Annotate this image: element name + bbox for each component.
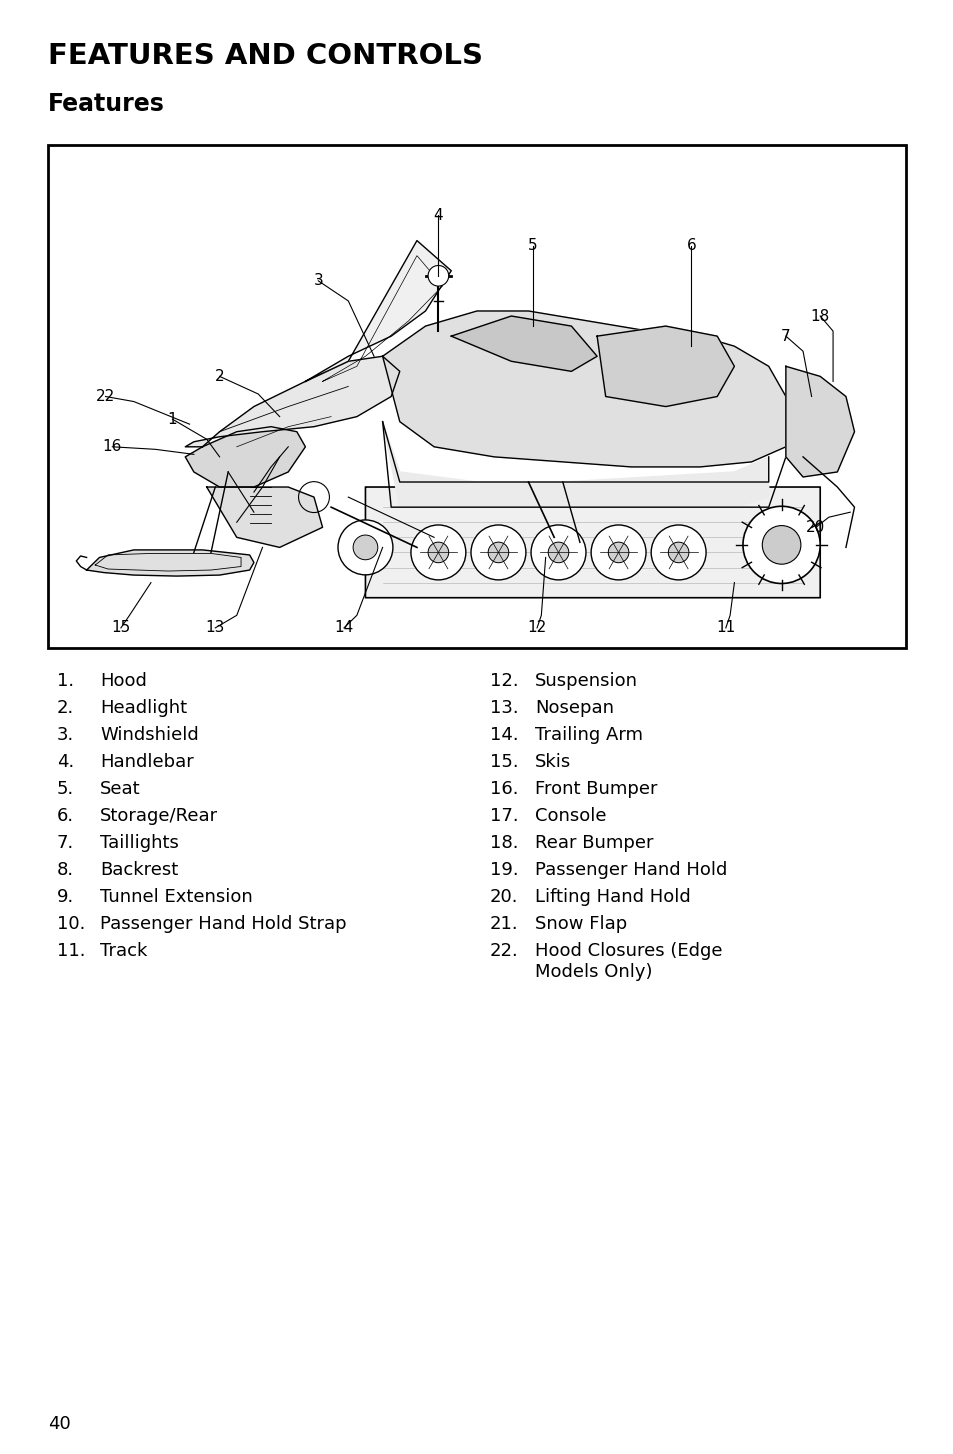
Text: 3.: 3.	[57, 726, 74, 744]
Text: 7: 7	[781, 329, 790, 343]
Text: 22: 22	[95, 390, 115, 404]
Text: 16.: 16.	[490, 779, 518, 798]
Circle shape	[761, 525, 801, 564]
Text: 3: 3	[314, 273, 323, 288]
Text: 5.: 5.	[57, 779, 74, 798]
Text: Skis: Skis	[535, 753, 571, 771]
Text: 20.: 20.	[490, 888, 518, 906]
Text: 8.: 8.	[57, 861, 74, 880]
Text: Taillights: Taillights	[100, 835, 179, 852]
Text: Lifting Hand Hold: Lifting Hand Hold	[535, 888, 690, 906]
Circle shape	[742, 506, 820, 583]
Polygon shape	[185, 356, 399, 446]
Text: 13: 13	[206, 621, 225, 635]
Circle shape	[411, 525, 465, 580]
Text: 20: 20	[805, 519, 824, 535]
Polygon shape	[305, 240, 451, 381]
Text: Suspension: Suspension	[535, 672, 638, 691]
Text: Features: Features	[48, 92, 165, 116]
Text: 21.: 21.	[490, 915, 518, 933]
Polygon shape	[87, 550, 253, 576]
Text: 9.: 9.	[57, 888, 74, 906]
Text: FEATURES AND CONTROLS: FEATURES AND CONTROLS	[48, 42, 482, 70]
Text: Front Bumper: Front Bumper	[535, 779, 657, 798]
Text: 11: 11	[716, 621, 735, 635]
Text: 1.: 1.	[57, 672, 74, 691]
Text: Trailing Arm: Trailing Arm	[535, 726, 642, 744]
Circle shape	[428, 266, 448, 286]
Polygon shape	[207, 487, 322, 547]
Circle shape	[608, 542, 628, 563]
Polygon shape	[785, 366, 854, 477]
Text: 16: 16	[103, 439, 122, 454]
Text: 18: 18	[810, 308, 829, 324]
Text: 13.: 13.	[490, 699, 518, 717]
Text: 10.: 10.	[57, 915, 85, 933]
Text: Backrest: Backrest	[100, 861, 178, 880]
Circle shape	[337, 521, 393, 574]
Bar	[48, 145, 905, 648]
Text: 22.: 22.	[490, 942, 518, 960]
Circle shape	[353, 535, 377, 560]
Text: Seat: Seat	[100, 779, 140, 798]
Text: Tunnel Extension: Tunnel Extension	[100, 888, 253, 906]
Text: Hood Closures (Edge
Models Only): Hood Closures (Edge Models Only)	[535, 942, 721, 981]
Text: Storage/Rear: Storage/Rear	[100, 807, 218, 824]
Text: 2: 2	[214, 369, 224, 384]
Circle shape	[651, 525, 705, 580]
Circle shape	[488, 542, 508, 563]
Text: 7.: 7.	[57, 835, 74, 852]
Text: Nosepan: Nosepan	[535, 699, 614, 717]
Polygon shape	[185, 426, 305, 487]
Text: 11.: 11.	[57, 942, 86, 960]
Text: 15: 15	[112, 621, 131, 635]
Text: 12: 12	[527, 621, 546, 635]
Text: 14.: 14.	[490, 726, 518, 744]
Circle shape	[531, 525, 585, 580]
Text: Windshield: Windshield	[100, 726, 198, 744]
Polygon shape	[597, 326, 734, 407]
Text: 40: 40	[48, 1415, 71, 1434]
Text: Passenger Hand Hold: Passenger Hand Hold	[535, 861, 726, 880]
Text: 12.: 12.	[490, 672, 518, 691]
Polygon shape	[382, 311, 785, 467]
Text: 19.: 19.	[490, 861, 518, 880]
Text: Rear Bumper: Rear Bumper	[535, 835, 653, 852]
Text: 18.: 18.	[490, 835, 518, 852]
Text: Hood: Hood	[100, 672, 147, 691]
Text: Track: Track	[100, 942, 147, 960]
Text: 6: 6	[686, 238, 696, 253]
Polygon shape	[451, 316, 597, 371]
Text: 1: 1	[168, 411, 177, 426]
Text: Snow Flap: Snow Flap	[535, 915, 626, 933]
Text: Passenger Hand Hold Strap: Passenger Hand Hold Strap	[100, 915, 346, 933]
Polygon shape	[382, 422, 768, 507]
Circle shape	[591, 525, 645, 580]
Text: 5: 5	[527, 238, 537, 253]
Text: 15.: 15.	[490, 753, 518, 771]
Circle shape	[428, 542, 448, 563]
Text: 4: 4	[433, 208, 443, 222]
Circle shape	[668, 542, 688, 563]
Text: 2.: 2.	[57, 699, 74, 717]
Text: 4.: 4.	[57, 753, 74, 771]
Text: 17.: 17.	[490, 807, 518, 824]
Circle shape	[548, 542, 568, 563]
Text: Handlebar: Handlebar	[100, 753, 193, 771]
Circle shape	[471, 525, 525, 580]
Text: 6.: 6.	[57, 807, 74, 824]
Text: Console: Console	[535, 807, 606, 824]
FancyBboxPatch shape	[365, 487, 820, 598]
Text: 14: 14	[335, 621, 354, 635]
Text: Headlight: Headlight	[100, 699, 187, 717]
